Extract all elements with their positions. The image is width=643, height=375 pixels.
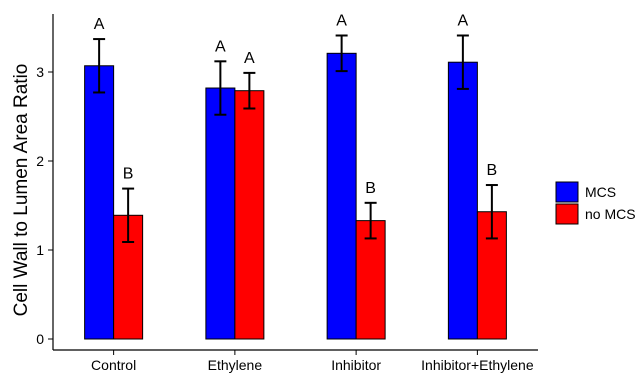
x-tick-label: Ethylene (208, 357, 263, 373)
y-tick-label: 3 (36, 64, 44, 80)
bar-no-mcs (355, 220, 386, 340)
y-axis-label: Cell Wall to Lumen Area Ratio (11, 64, 32, 317)
significance-letter: A (336, 13, 347, 30)
significance-letter: A (94, 16, 105, 33)
bar-mcs (447, 61, 478, 340)
bar-mcs (205, 87, 236, 340)
significance-letter: B (365, 180, 376, 197)
legend: MCS no MCS (555, 181, 636, 225)
x-tick-label: Control (91, 357, 136, 373)
x-tick-label: Inhibitor (331, 357, 381, 373)
significance-letter: B (487, 162, 498, 179)
y-tick-label: 1 (36, 242, 44, 258)
bar-mcs (326, 52, 357, 340)
plot-area: 0 1 2 3 Control A B Ethylene A A Inhibitor A B Inhibi… (36, 13, 538, 373)
legend-swatch (555, 203, 579, 225)
legend-swatch (555, 181, 579, 203)
legend-label: MCS (585, 184, 616, 200)
legend-label: no MCS (585, 206, 636, 222)
significance-letter: A (215, 38, 226, 55)
bar-mcs (84, 65, 115, 340)
significance-letter: B (123, 166, 134, 183)
y-tick-label: 2 (36, 153, 44, 169)
x-tick-label: Inhibitor+Ethylene (421, 357, 534, 373)
y-tick-label: 0 (36, 331, 44, 347)
significance-letter: A (244, 50, 255, 67)
bar-no-mcs (234, 90, 265, 340)
significance-letter: A (458, 13, 469, 30)
